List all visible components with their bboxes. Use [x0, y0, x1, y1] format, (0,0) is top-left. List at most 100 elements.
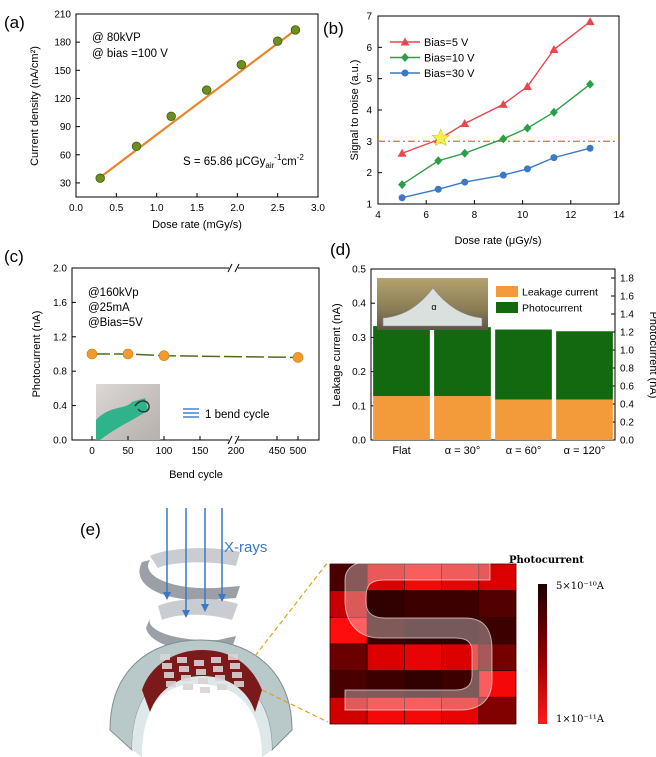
panel-d-y2tick-label: 1.4	[620, 310, 634, 321]
panel-d-bar-leakage	[495, 399, 552, 440]
colorbar	[538, 584, 547, 724]
heatmap-cell	[441, 696, 480, 725]
detector-pixel	[162, 663, 172, 669]
panel-b-marker-circle	[499, 171, 507, 179]
panel-d-y2tick-label: 0.6	[620, 382, 634, 393]
panel-c-ytick-label: 2.0	[53, 264, 67, 275]
heatmap-cell	[366, 696, 405, 725]
panel-d-ytick-label: 0.1	[352, 401, 366, 412]
panel-b-marker-circle	[434, 185, 442, 193]
panel-b-marker-triangle	[549, 45, 559, 54]
panel-d-category-label: α = 120°	[564, 445, 606, 457]
xray-arrow-head	[218, 594, 226, 602]
panel-d-category-label: α = 60°	[506, 445, 542, 457]
panel-a-ytick-label: 90	[60, 122, 72, 133]
panel-c-ytick-label: 1.2	[53, 332, 67, 343]
xray-arrows	[163, 508, 226, 618]
heatmap-cell	[478, 563, 517, 592]
panel-b-xtick-label: 14	[613, 210, 625, 221]
panel-d-ytick-label: 0.4	[352, 299, 366, 310]
panel-d-y2tick-label: 0.8	[620, 364, 634, 375]
panel-a-xlabel: Dose rate (mGy/s)	[152, 219, 242, 231]
heatmap-cell	[329, 590, 368, 618]
panel-c-data-point	[86, 348, 98, 360]
detector-pixel	[177, 657, 187, 663]
panel-d-bar-photocurrent	[556, 331, 613, 400]
panel-c-axis-break-mark	[234, 263, 240, 273]
panel-a-xtick-label: 0.5	[109, 203, 123, 214]
flexible-detector-array	[109, 639, 293, 757]
heatmap-cell	[403, 670, 442, 698]
panel-b-marker-triangle	[498, 99, 508, 108]
xray-label: X-rays	[224, 539, 267, 556]
callout-line-bottom	[261, 689, 329, 723]
panel-a-data-point	[236, 59, 247, 70]
panel-d-inset-photo: α	[377, 278, 488, 330]
panel-b-ytick-label: 3	[366, 137, 372, 148]
panel-b-marker-circle	[586, 144, 594, 152]
colorbar-max-label: 5×10⁻¹⁰A	[556, 581, 605, 592]
panel-c-xtick-label: 100	[156, 446, 173, 457]
detector-pixel	[228, 654, 238, 660]
panel-d-bar-photocurrent	[373, 326, 430, 397]
heatmap-cell	[441, 643, 480, 672]
panel-a-data-point	[290, 25, 301, 35]
panel-c-series-line	[92, 353, 299, 359]
panel-a-sensitivity: S = 65.86 μCGyair-1cm-2	[183, 153, 304, 170]
heatmap-cell	[329, 696, 368, 725]
panel-b-ytick-label: 2	[366, 168, 372, 179]
heatmap-cell	[366, 616, 405, 645]
panel-b-marker-diamond	[398, 180, 407, 190]
panel-b-xtick-label: 12	[565, 210, 577, 221]
panel-b-series-line	[401, 83, 591, 186]
panel-b-marker-triangle	[397, 148, 407, 157]
heatmap-cell	[478, 670, 517, 698]
heatmap-cell	[478, 590, 517, 618]
panel-b-legend-label: Bias=5 V	[424, 37, 469, 49]
panel-c-inset-photo	[96, 384, 160, 440]
panel-a-ylabel: Current density (nA/cm²)	[29, 46, 41, 166]
photocurrent-heatmap	[329, 563, 517, 725]
panel-d-ytick-label: 0.2	[352, 367, 366, 378]
panel-b-marker-diamond	[499, 134, 508, 144]
panel-d-y2tick-label: 0.2	[620, 418, 634, 429]
panel-a-ytick-label: 150	[54, 66, 71, 77]
panel-a-data-point	[166, 111, 176, 121]
panel-b-marker-circle	[398, 194, 406, 202]
colorbar-min-label: 1×10⁻¹¹A	[556, 714, 605, 725]
panel-b-ytick-label: 1	[366, 200, 372, 211]
panel-a-xtick-label: 2.5	[271, 203, 285, 214]
panel-b-marker-diamond	[434, 156, 443, 166]
panel-c-xtick-label: 0	[89, 446, 95, 457]
panel-d-category-label: Flat	[392, 445, 410, 457]
panel-b-legend-label: Bias=30 V	[424, 68, 475, 80]
panel-b-marker-diamond	[523, 123, 532, 133]
panel-a-data-point	[95, 173, 105, 183]
panel-c-axis-break-mark	[227, 263, 233, 273]
panel-d-legend-label: Photocurrent	[522, 303, 582, 315]
panel-b-star-marker	[431, 128, 450, 147]
panel-b-xtick-label: 4	[375, 210, 381, 221]
panel-a-xtick-label: 2.0	[230, 203, 244, 214]
panel-d-ytick-label: 0.3	[352, 333, 366, 344]
detector-pixel	[181, 675, 191, 681]
detector-pixel	[232, 672, 242, 678]
panel-c-ylabel: Photocurrent (nA)	[31, 311, 43, 398]
panel-a-ytick-label: 210	[54, 10, 71, 21]
heatmap-cell	[441, 563, 480, 592]
panel-b-marker-triangle	[460, 118, 470, 127]
panel-d-legend-label: Leakage current	[522, 287, 598, 299]
panel-b-ytick-label: 6	[366, 43, 372, 54]
panel-b-chart: Dose rate (μGy/s) Signal to noise (a.u.)…	[349, 12, 625, 248]
panel-b-marker-diamond	[549, 107, 558, 117]
heatmap-cell	[329, 670, 368, 698]
detector-pixel	[234, 681, 244, 687]
panel-b-xlabel: Dose rate (μGy/s)	[454, 235, 541, 247]
panel-a-fit-line	[99, 29, 297, 179]
panel-a-annotation-bias: @ bias =100 V	[92, 48, 168, 60]
panel-b-legend-marker	[401, 69, 409, 77]
detector-pixel-grid	[160, 654, 244, 693]
heatmap-cell	[441, 616, 480, 645]
panel-c-inset-label: 1 bend cycle	[205, 409, 270, 421]
panel-c-data-point	[122, 348, 134, 360]
